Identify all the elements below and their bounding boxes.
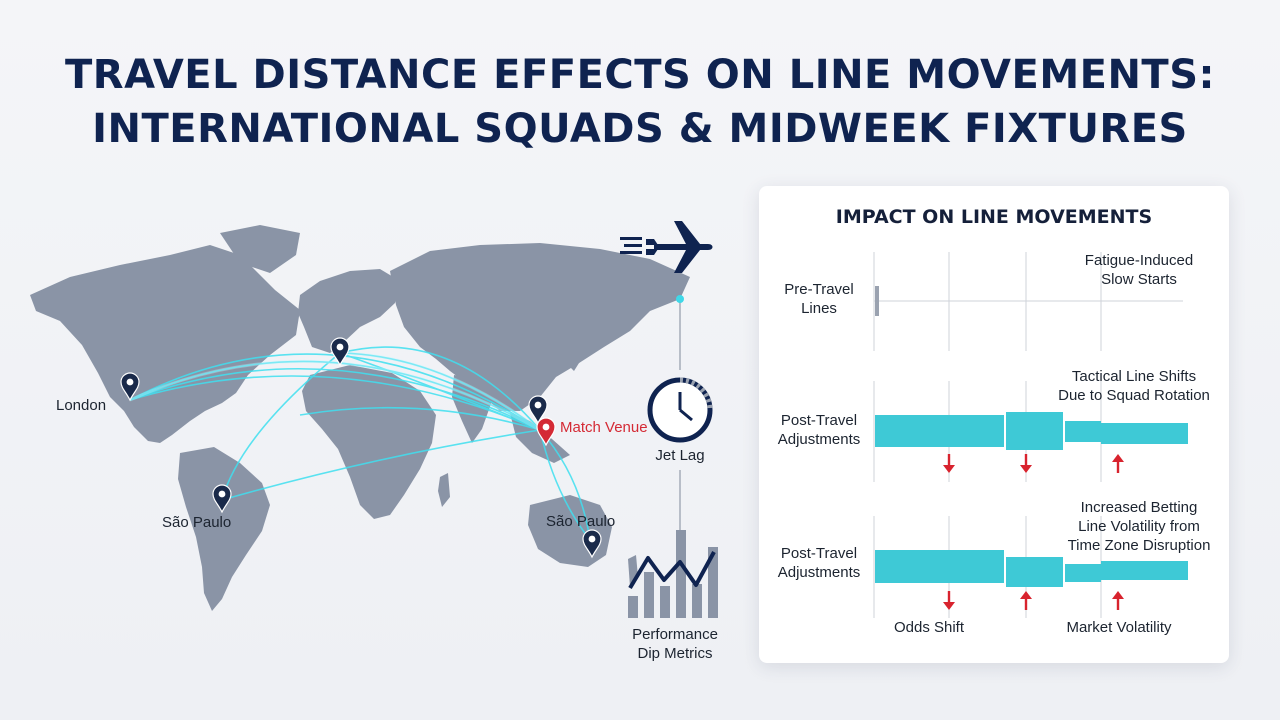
row2-bar-3 <box>1065 421 1101 442</box>
greenland <box>220 225 300 273</box>
japan <box>568 325 588 371</box>
pin-europe[interactable] <box>330 337 350 367</box>
row2-bar-1 <box>875 415 1004 447</box>
pin-asia[interactable] <box>528 395 548 425</box>
row2-note: Tactical Line Shifts Due to Squad Rotati… <box>1058 368 1210 404</box>
plane-icon <box>620 221 713 273</box>
row1-note: Fatigue-Induced Slow Starts <box>1084 252 1194 288</box>
row3-note: Increased Betting Line Volatility from T… <box>1067 499 1211 554</box>
performance-dip-label: Performance Dip Metrics <box>632 626 718 662</box>
arrow-up-icon <box>1112 591 1124 610</box>
pin-sao-paulo-au[interactable] <box>582 529 602 559</box>
row3-bar-4 <box>1101 561 1188 580</box>
line-movements-panel: IMPACT ON LINE MOVEMENTS Pre-Travel Line… <box>759 186 1229 663</box>
travel-routes <box>129 346 591 541</box>
madagascar <box>438 473 450 507</box>
row1-label: Pre-Travel Lines <box>784 281 854 317</box>
arrow-down-icon <box>1020 454 1032 473</box>
movement-arrows <box>943 454 1124 610</box>
pin-sao-paulo-sa[interactable] <box>212 484 232 514</box>
label-sao-paulo-au: São Paulo <box>546 513 616 530</box>
world-map <box>30 225 690 611</box>
arrow-down-icon <box>943 591 955 610</box>
south-america <box>178 447 270 611</box>
row2-bar-4 <box>1101 423 1188 444</box>
title-line-2: INTERNATIONAL SQUADS & MIDWEEK FIXTURES <box>92 106 1188 152</box>
clock-icon <box>647 377 713 443</box>
pin-london[interactable] <box>120 372 140 402</box>
row2-bar-2 <box>1006 412 1063 450</box>
north-america <box>30 245 300 443</box>
bar-chart-icon <box>628 530 718 618</box>
jet-lag-label: Jet Lag <box>655 447 705 464</box>
asia <box>390 243 690 411</box>
label-sao-paulo-sa: São Paulo <box>162 514 232 531</box>
row3-bar-1 <box>875 550 1004 583</box>
africa <box>302 365 436 519</box>
row2-bars <box>875 412 1188 450</box>
row3-bars <box>875 550 1188 587</box>
market-volatility-label: Market Volatility <box>1066 619 1172 636</box>
arrow-up-icon <box>1020 591 1032 610</box>
row2-label: Post-Travel Adjustments <box>777 412 861 448</box>
europe <box>298 269 400 353</box>
pin-match-venue[interactable] <box>536 417 556 447</box>
label-london: London <box>56 397 107 414</box>
page-title: TRAVEL DISTANCE EFFECTS ON LINE MOVEMENT… <box>0 48 1280 156</box>
arrow-down-icon <box>943 454 955 473</box>
continents <box>30 225 690 611</box>
panel-title: IMPACT ON LINE MOVEMENTS <box>835 206 1153 228</box>
row3-bar-3 <box>1065 564 1101 582</box>
line-movements-chart <box>873 252 1188 618</box>
arrow-up-icon <box>1112 454 1124 473</box>
travel-timeline <box>620 221 718 618</box>
row3-bar-2 <box>1006 557 1063 587</box>
row3-label: Post-Travel Adjustments <box>777 545 861 581</box>
odds-shift-label: Odds Shift <box>893 619 965 636</box>
title-line-1: TRAVEL DISTANCE EFFECTS ON LINE MOVEMENT… <box>64 52 1216 98</box>
